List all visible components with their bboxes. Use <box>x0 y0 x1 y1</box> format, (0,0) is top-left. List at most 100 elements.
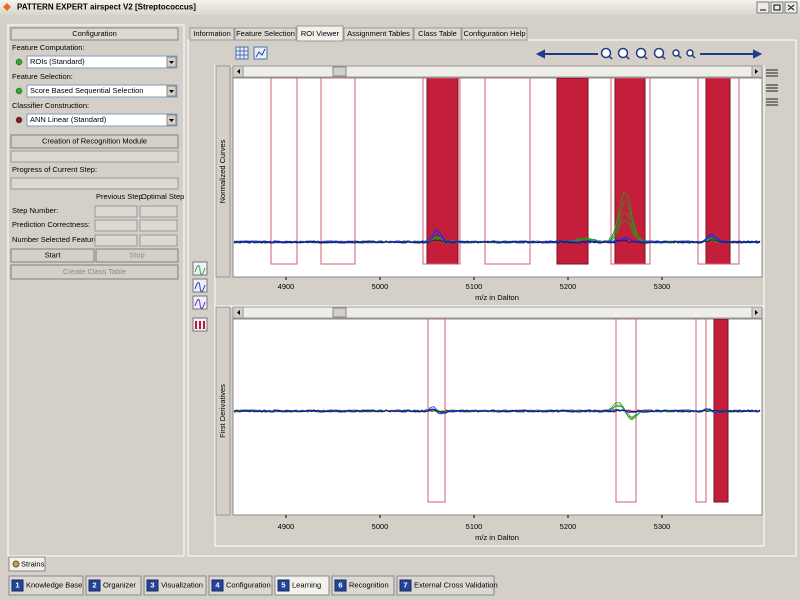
stats-field <box>94 234 138 247</box>
dropdown[interactable] <box>26 55 178 69</box>
module-tab[interactable] <box>143 575 207 596</box>
tab-label: Assignment Tables <box>347 29 410 38</box>
zoom-handle <box>661 55 666 60</box>
start-button[interactable] <box>10 248 95 263</box>
zoom-handle <box>677 54 682 59</box>
module-tab[interactable] <box>8 575 84 596</box>
stats-row-label: Number Selected Features: <box>12 235 104 244</box>
stop-button-label: Stop <box>129 250 144 259</box>
module-number-box <box>211 579 224 592</box>
module-label: Visualization <box>161 580 203 589</box>
config-header <box>10 27 179 41</box>
config-header-label: Configuration <box>72 29 117 38</box>
module-label: Recognition <box>349 580 389 589</box>
tab[interactable] <box>343 27 414 41</box>
module-tab[interactable] <box>396 575 495 596</box>
module-label: Learning <box>292 580 321 589</box>
progress-bar <box>10 150 179 163</box>
module-number: 4 <box>215 580 220 589</box>
roi-outline <box>320 78 356 265</box>
module-number: 6 <box>338 580 342 589</box>
tab-label: Configuration Help <box>463 29 525 38</box>
zoom-button[interactable] <box>617 47 629 59</box>
side-list-icon[interactable] <box>766 69 778 77</box>
title-bar <box>0 0 800 15</box>
roi-outline <box>422 78 461 265</box>
plot-area <box>232 318 763 516</box>
x-tick-label: 5200 <box>560 282 577 291</box>
zoom-button[interactable] <box>672 49 680 57</box>
roi-filled <box>614 78 646 265</box>
stats-field <box>94 219 138 232</box>
tab[interactable] <box>296 25 344 42</box>
plot-content <box>233 78 761 265</box>
window-title: PATTERN EXPERT airspect V2 [Streptococcu… <box>17 3 196 12</box>
module-number-box <box>146 579 159 592</box>
chart-view-glyph <box>255 48 266 58</box>
module-number-box <box>88 579 101 592</box>
zoom-button[interactable] <box>600 47 612 59</box>
stats-field <box>94 205 138 218</box>
dropdown-value: Score Based Sequential Selection <box>30 86 143 95</box>
dropdown[interactable] <box>26 113 178 127</box>
curve-icon-glyph <box>194 282 206 292</box>
tab-label: ROI Viewer <box>301 29 340 38</box>
maximize-button[interactable] <box>770 1 784 14</box>
module-tab[interactable] <box>208 575 273 596</box>
y-axis-label: Normalized Curves <box>218 139 227 203</box>
tab[interactable] <box>189 27 235 41</box>
table-view-icon[interactable] <box>235 46 249 60</box>
tab[interactable] <box>413 27 462 41</box>
tab-label: Information <box>193 29 231 38</box>
roi-outline <box>270 78 298 265</box>
start-button-label: Start <box>45 250 62 259</box>
dropdown[interactable] <box>26 84 178 98</box>
dropdown-arrow-glyph <box>169 61 174 64</box>
dropdown-arrow-glyph <box>169 90 174 93</box>
combo-label: Classifier Construction: <box>12 101 89 110</box>
stats-row-label: Prediction Correctness: <box>12 220 90 229</box>
module-number: 1 <box>15 580 19 589</box>
zoom-button[interactable] <box>635 47 647 59</box>
stats-field <box>139 219 178 232</box>
curve-icon-glyph <box>194 265 206 275</box>
stats-column: Previous Step <box>96 192 143 201</box>
dropdown-value: ANN Linear (Standard) <box>30 115 107 124</box>
strains-tab[interactable] <box>8 556 46 572</box>
x-tick-label: 5100 <box>466 522 483 531</box>
roi-icon-glyph <box>195 321 205 329</box>
stats-row-label: Step Number: <box>12 206 58 215</box>
stop-button <box>95 248 179 263</box>
module-number-box <box>277 579 290 592</box>
zoom-handle <box>625 55 630 60</box>
side-list-icon[interactable] <box>766 84 778 92</box>
x-tick-label: 5100 <box>466 282 483 291</box>
zoom-button[interactable] <box>686 49 694 57</box>
tab[interactable] <box>234 27 297 41</box>
module-tab[interactable] <box>331 575 395 596</box>
module-label: External Cross Validation <box>414 580 498 589</box>
side-list-icon[interactable] <box>766 98 778 106</box>
dropdown-value: ROIs (Standard) <box>30 57 85 66</box>
spectrum-curve <box>233 239 761 244</box>
stats-field <box>139 205 178 218</box>
scroll-thumb[interactable] <box>332 66 347 77</box>
zoom-handle <box>608 55 613 60</box>
h-scrollbar[interactable] <box>232 65 763 78</box>
ylabel-band <box>215 65 231 278</box>
roi-outline <box>697 78 740 265</box>
dropdown-arrow-glyph <box>169 119 174 122</box>
minimize-button[interactable] <box>756 1 770 14</box>
scroll-thumb[interactable] <box>332 307 347 318</box>
nav-left-arrow[interactable] <box>535 49 598 59</box>
tab[interactable] <box>461 27 528 41</box>
x-tick-label: 5000 <box>372 282 389 291</box>
h-scrollbar[interactable] <box>232 306 763 319</box>
nav-right-arrow[interactable] <box>700 49 763 59</box>
strains-tab-label: Strains <box>21 559 45 568</box>
zoom-button[interactable] <box>653 47 665 59</box>
x-tick-label: 5300 <box>654 282 671 291</box>
creation-button[interactable] <box>10 134 179 149</box>
roi-outline <box>610 78 651 265</box>
